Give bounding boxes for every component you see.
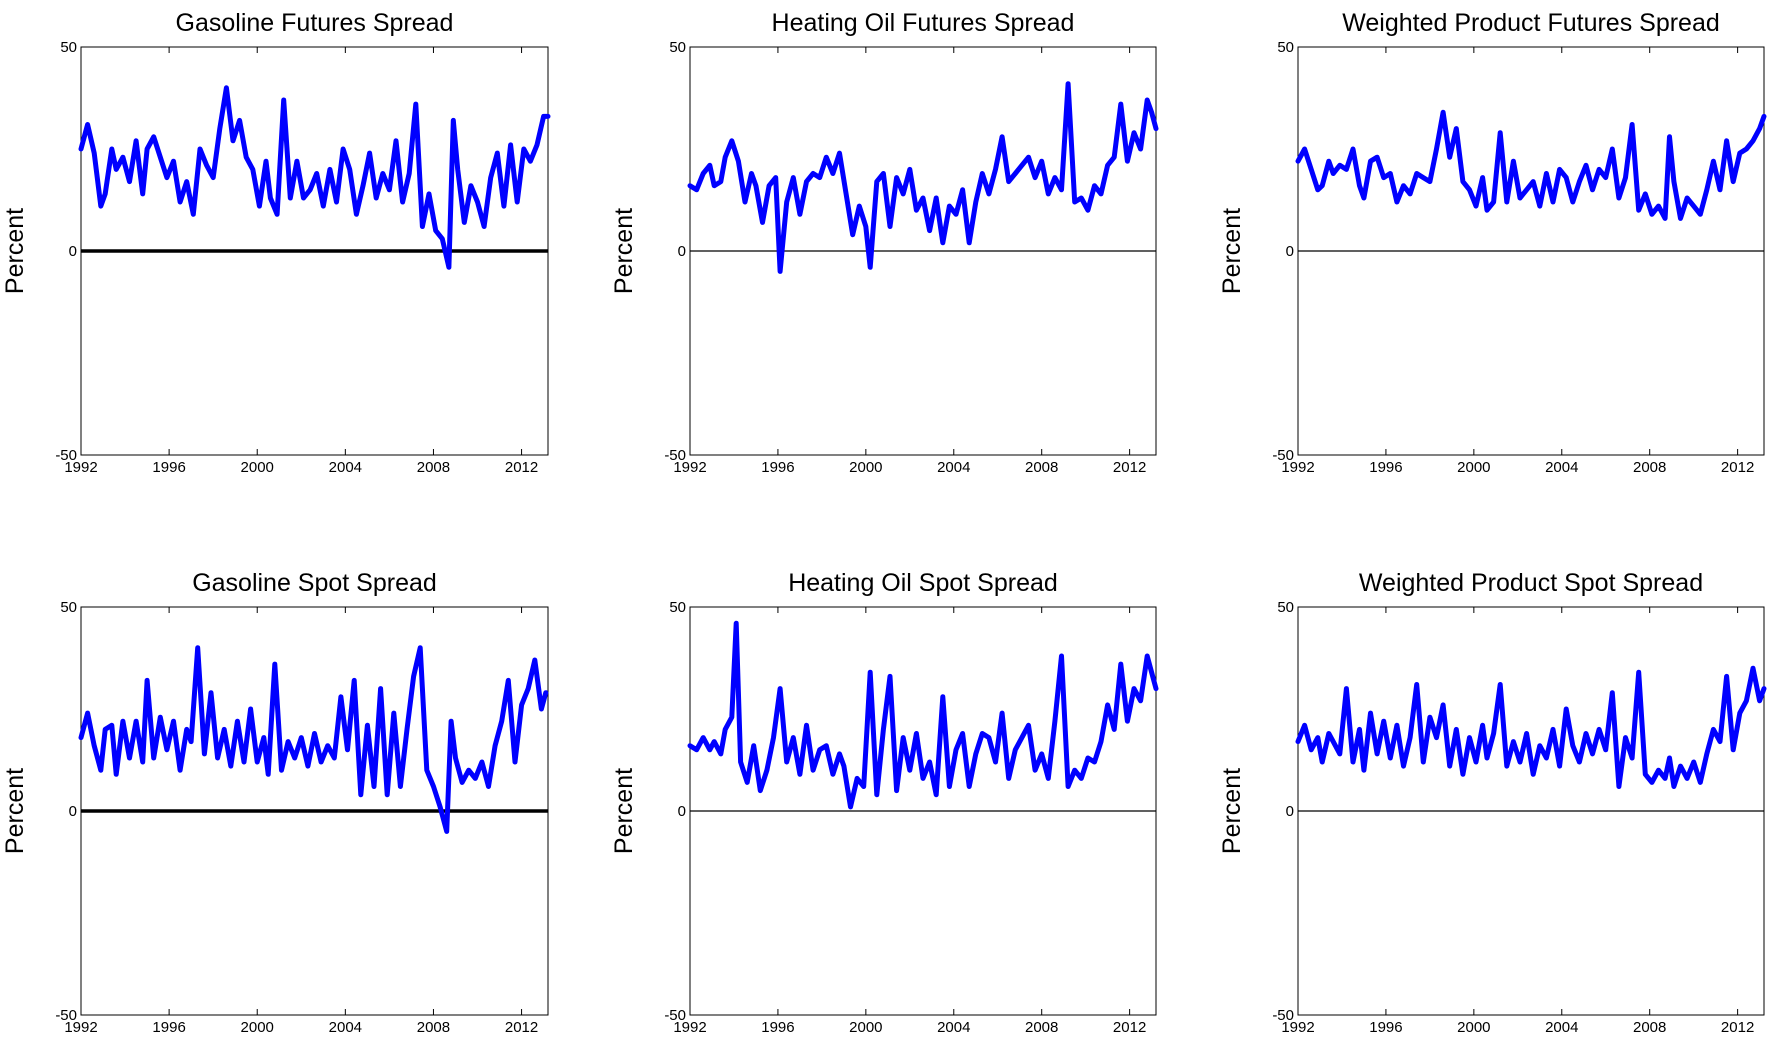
chart-panel-3: Weighted Product Futures Spread Percent -5…: [1218, 9, 1767, 476]
chart-title: Gasoline Futures Spread: [176, 9, 454, 37]
x-tick-label: 2000: [1457, 1019, 1490, 1036]
y-tick-label: 0: [1286, 803, 1294, 820]
y-tick-label: -50: [664, 447, 686, 464]
chart-panel-5: Heating Oil Spot Spread Percent -50 0 50 1992…: [610, 569, 1159, 1036]
x-tick-label: 2000: [241, 1019, 274, 1036]
x-tick-label: 2004: [329, 1019, 362, 1036]
y-axis-label: Percent: [1, 208, 29, 294]
x-tick-label: 2008: [1025, 459, 1058, 476]
y-tick-label: 0: [678, 243, 686, 260]
x-tick-label: 1992: [673, 1019, 706, 1036]
series-line: [687, 620, 1159, 810]
x-tick-label: 2008: [417, 459, 450, 476]
chart-title: Weighted Product Spot Spread: [1359, 569, 1703, 597]
series-line: [1295, 665, 1767, 789]
y-tick-label: 0: [69, 243, 77, 260]
x-tick-label: 1992: [64, 1019, 97, 1036]
y-tick-label: -50: [55, 1007, 77, 1024]
chart-panel-6: Weighted Product Spot Spread Percent -50 0 5…: [1218, 569, 1767, 1036]
series-line: [78, 645, 549, 834]
x-tick-label: 2000: [241, 459, 274, 476]
y-tick-label: 50: [669, 39, 686, 56]
x-tick-label: 1996: [152, 459, 185, 476]
y-axis-label: Percent: [1, 768, 29, 854]
x-tick-label: 2008: [1025, 1019, 1058, 1036]
x-tick-label: 2000: [1457, 459, 1490, 476]
x-tick-label: 2008: [417, 1019, 450, 1036]
chart-title: Heating Oil Futures Spread: [772, 9, 1075, 37]
x-tick-label: 2008: [1633, 1019, 1666, 1036]
x-tick-label: 1996: [761, 459, 794, 476]
series-line: [78, 85, 551, 270]
chart-panel-2: Heating Oil Futures Spread Percent -50 0 50 1…: [610, 9, 1159, 476]
chart-title: Heating Oil Spot Spread: [788, 569, 1058, 597]
series-line: [1295, 109, 1767, 221]
x-tick-label: 2008: [1633, 459, 1666, 476]
x-tick-label: 1992: [1281, 1019, 1314, 1036]
x-tick-label: 2012: [1721, 1019, 1754, 1036]
x-tick-label: 2012: [505, 1019, 538, 1036]
x-tick-label: 2012: [1721, 459, 1754, 476]
y-tick-label: 0: [1286, 243, 1294, 260]
x-tick-label: 1992: [1281, 459, 1314, 476]
y-tick-label: -50: [1272, 1007, 1294, 1024]
y-tick-label: -50: [1272, 447, 1294, 464]
x-tick-label: 1996: [1369, 459, 1402, 476]
x-tick-label: 2004: [937, 459, 970, 476]
y-tick-label: 50: [669, 599, 686, 616]
x-tick-label: 2012: [1113, 459, 1146, 476]
chart-title: Weighted Product Futures Spread: [1342, 9, 1720, 37]
x-tick-label: 2004: [937, 1019, 970, 1036]
x-tick-label: 1992: [64, 459, 97, 476]
y-tick-label: -50: [664, 1007, 686, 1024]
chart-panel-4: Gasoline Spot Spread Percent -50 0 50 1992 199…: [1, 569, 549, 1036]
x-tick-label: 1996: [761, 1019, 794, 1036]
y-tick-label: 50: [60, 39, 77, 56]
y-axis-label: Percent: [610, 208, 638, 294]
x-tick-label: 2004: [1545, 459, 1578, 476]
x-tick-label: 1996: [152, 1019, 185, 1036]
chart-panel-1: Gasoline Futures Spread Percent -50 0 50 1992…: [1, 9, 551, 476]
y-tick-label: 0: [69, 803, 77, 820]
chart-title: Gasoline Spot Spread: [192, 569, 437, 597]
y-axis-label: Percent: [1218, 208, 1246, 294]
x-tick-label: 2000: [849, 459, 882, 476]
series-line: [687, 81, 1159, 274]
x-tick-label: 2012: [1113, 1019, 1146, 1036]
y-tick-label: 50: [60, 599, 77, 616]
x-tick-label: 2000: [849, 1019, 882, 1036]
x-tick-label: 2004: [1545, 1019, 1578, 1036]
y-tick-label: 50: [1277, 599, 1294, 616]
x-tick-label: 1996: [1369, 1019, 1402, 1036]
x-tick-label: 1992: [673, 459, 706, 476]
y-tick-label: -50: [55, 447, 77, 464]
x-tick-label: 2012: [505, 459, 538, 476]
y-tick-label: 50: [1277, 39, 1294, 56]
x-tick-label: 2004: [329, 459, 362, 476]
y-tick-label: 0: [678, 803, 686, 820]
y-axis-label: Percent: [610, 768, 638, 854]
y-axis-label: Percent: [1218, 768, 1246, 854]
